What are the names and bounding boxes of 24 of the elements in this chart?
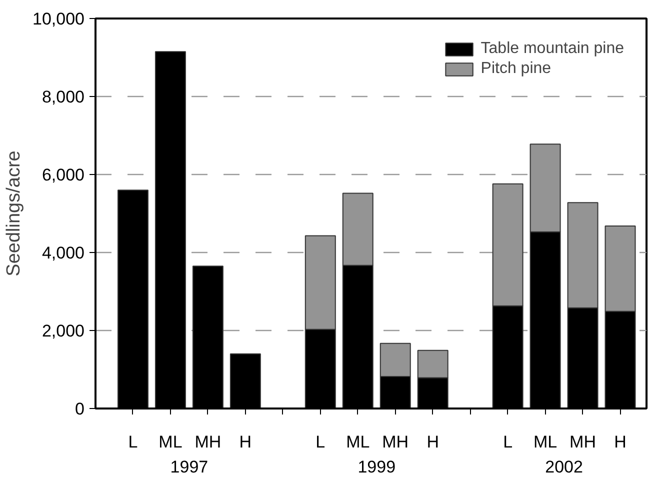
y-tick-label: 10,000 [32, 10, 85, 28]
x-tick-label: ML [158, 432, 182, 452]
text: 1997 [170, 458, 208, 476]
y-tick-label: 4,000 [42, 244, 85, 262]
text: 2002 [545, 458, 583, 476]
x-tick-label: L [316, 432, 326, 452]
x-tick-label: H [239, 432, 252, 452]
x-tick-label: MH [194, 432, 222, 452]
legend-label: Pitch pine [480, 60, 552, 78]
y-tick-label: 8,000 [42, 88, 85, 106]
y-axis-title: Seedlings/acre [4, 150, 25, 276]
x-tick-label: L [128, 432, 138, 452]
y-tick-label: 0 [75, 400, 85, 418]
x-tick-label: MH [382, 432, 409, 452]
x-tick-label: MH [570, 432, 596, 452]
x-tick-label: H [614, 432, 626, 452]
x-tick-label: H [426, 432, 439, 452]
y-tick-label: 6,000 [42, 166, 85, 184]
x-tick-label: L [503, 432, 513, 452]
text: 1999 [358, 458, 396, 476]
x-tick-label: ML [346, 432, 370, 452]
legend-label: Table mountain pine [480, 40, 624, 58]
y-tick-label: 2,000 [42, 322, 85, 340]
x-tick-label: ML [533, 432, 558, 452]
